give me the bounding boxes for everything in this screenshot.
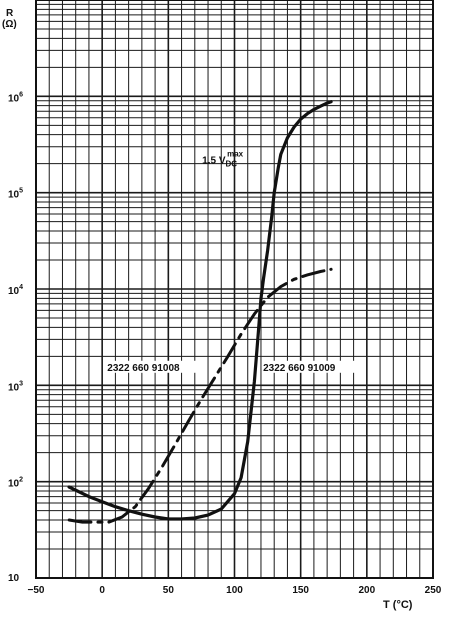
plot-frame — [35, 0, 434, 579]
y-tick-base: 10 — [8, 93, 20, 104]
y-tick-base: 10 — [8, 382, 20, 393]
x-tick-label: 150 — [292, 585, 309, 596]
y-axis-label-unit: (Ω) — [2, 19, 17, 30]
chart-grid — [35, 0, 434, 579]
annotation-bg — [262, 360, 359, 373]
y-tick-label: 105 — [8, 188, 23, 201]
annotation-main: 1.5 V — [202, 156, 226, 167]
y-tick-label: 102 — [8, 477, 23, 490]
x-tick-label: 50 — [163, 585, 175, 596]
annotation-subscript: DC — [226, 160, 238, 169]
x-axis-label: T (°C) — [383, 599, 413, 611]
y-tick-exponent: 2 — [19, 477, 23, 484]
y-tick-label: 103 — [8, 380, 23, 393]
y-tick-base: 10 — [8, 286, 20, 297]
annotation-superscript: max — [227, 150, 244, 159]
x-tick-label: 250 — [425, 585, 442, 596]
y-tick-label: 10 — [8, 573, 20, 584]
annotation-2322-660-91009: 2322 660 91009 — [263, 363, 336, 374]
x-tick-label: 0 — [99, 585, 105, 596]
y-tick-label: 104 — [8, 284, 23, 297]
y-tick-exponent: 6 — [19, 91, 23, 98]
annotation-2322-660-91008: 2322 660 91008 — [107, 363, 180, 374]
annotation-1-5-vdc-max: 1.5 VDCmax — [202, 150, 243, 169]
y-tick-exponent: 5 — [19, 188, 23, 195]
annotation-bg — [106, 360, 203, 373]
y-tick-exponent: 3 — [19, 380, 23, 387]
y-tick-base: 10 — [8, 190, 20, 201]
y-tick-exponent: 4 — [19, 284, 23, 291]
x-tick-label: 100 — [226, 585, 243, 596]
y-axis-label-symbol: R — [6, 8, 14, 19]
y-tick-base: 10 — [8, 479, 20, 490]
x-tick-label: 200 — [358, 585, 375, 596]
y-tick-label: 106 — [8, 91, 23, 104]
series-line-2322-660-91009 — [67, 100, 333, 521]
x-tick-labels: −50 0 50 100 150 200 250 — [28, 585, 442, 596]
series-line-2322-660-91008 — [67, 267, 333, 524]
chart-annotations: 1.5 VDCmax 2322 660 91008 2322 660 91009 — [106, 150, 359, 374]
x-tick-label: −50 — [28, 585, 45, 596]
y-tick-base: 10 — [8, 573, 20, 584]
